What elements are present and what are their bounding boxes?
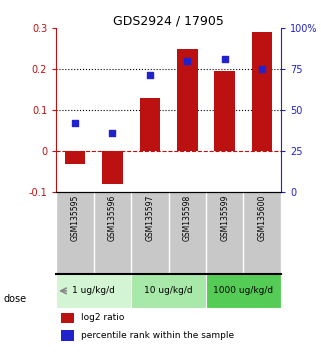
- Title: GDS2924 / 17905: GDS2924 / 17905: [113, 14, 224, 27]
- Point: [72, 120, 77, 125]
- Text: dose: dose: [3, 294, 26, 304]
- Text: 1000 ug/kg/d: 1000 ug/kg/d: [213, 286, 273, 295]
- Point: [110, 130, 115, 136]
- Bar: [177, 49, 197, 151]
- Text: 10 ug/kg/d: 10 ug/kg/d: [144, 286, 193, 295]
- Text: GSM135597: GSM135597: [145, 195, 154, 241]
- Bar: [61, 331, 74, 341]
- Bar: [56, 274, 131, 308]
- Bar: [252, 33, 273, 151]
- Point: [185, 58, 190, 64]
- Bar: [206, 274, 281, 308]
- Point: [260, 67, 265, 72]
- Text: percentile rank within the sample: percentile rank within the sample: [81, 331, 234, 340]
- Bar: [131, 274, 206, 308]
- Point: [147, 73, 152, 78]
- Bar: [61, 313, 74, 322]
- Text: 1 ug/kg/d: 1 ug/kg/d: [72, 286, 115, 295]
- Point: [222, 56, 227, 62]
- Text: GSM135598: GSM135598: [183, 195, 192, 241]
- Text: GSM135596: GSM135596: [108, 195, 117, 241]
- Text: log2 ratio: log2 ratio: [81, 313, 124, 322]
- Bar: [214, 72, 235, 151]
- Bar: [102, 151, 123, 184]
- Text: GSM135600: GSM135600: [258, 195, 267, 241]
- Text: GSM135595: GSM135595: [70, 195, 79, 241]
- Bar: [65, 151, 85, 164]
- Bar: [140, 98, 160, 151]
- Text: GSM135599: GSM135599: [220, 195, 229, 241]
